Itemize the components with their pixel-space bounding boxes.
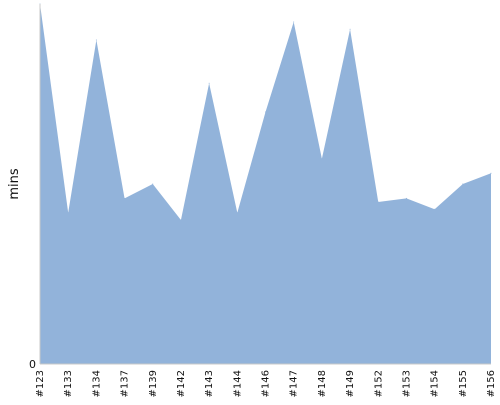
x-tick-label: #154 [430, 370, 441, 397]
data-point [265, 111, 266, 113]
x-tick-label: #147 [289, 370, 300, 397]
x-ticks: #123 #133 #134 #137 #139 #142 #143 #144 #146 #147… [35, 370, 497, 397]
x-tick-label: #148 [317, 370, 328, 397]
x-tick-label: #153 [401, 370, 412, 397]
data-point [321, 158, 323, 160]
x-tick-label: #137 [120, 370, 131, 397]
data-point [293, 21, 295, 23]
x-tick-label: #134 [91, 370, 102, 397]
x-tick-label: #139 [148, 370, 159, 397]
y-ticks: 0 [29, 358, 36, 371]
data-point [152, 183, 154, 185]
x-tick-label: #152 [373, 370, 384, 397]
data-point [377, 201, 379, 203]
data-point [236, 212, 238, 214]
x-tick-label: #149 [345, 370, 356, 397]
x-tick-label: #133 [63, 370, 74, 397]
data-point [124, 197, 126, 199]
series-areas [39, 3, 492, 364]
y-tick-label: 0 [29, 358, 36, 371]
data-point [208, 82, 210, 84]
x-tick-label: #155 [458, 370, 469, 397]
series-area-0 [40, 4, 491, 364]
data-point [349, 28, 351, 30]
data-point [462, 183, 464, 185]
y-axis-label: mins [7, 168, 22, 200]
x-tick-label: #156 [486, 370, 497, 397]
data-point [490, 172, 492, 174]
x-tick-label: #146 [261, 370, 272, 397]
x-tick-label: #123 [35, 370, 46, 397]
data-point [95, 39, 97, 41]
data-point [67, 212, 69, 214]
data-point [405, 197, 407, 199]
data-point [434, 208, 436, 210]
data-point [180, 219, 182, 221]
x-tick-label: #142 [176, 370, 187, 397]
x-tick-label: #143 [204, 370, 215, 397]
x-tick-label: #144 [232, 370, 243, 397]
